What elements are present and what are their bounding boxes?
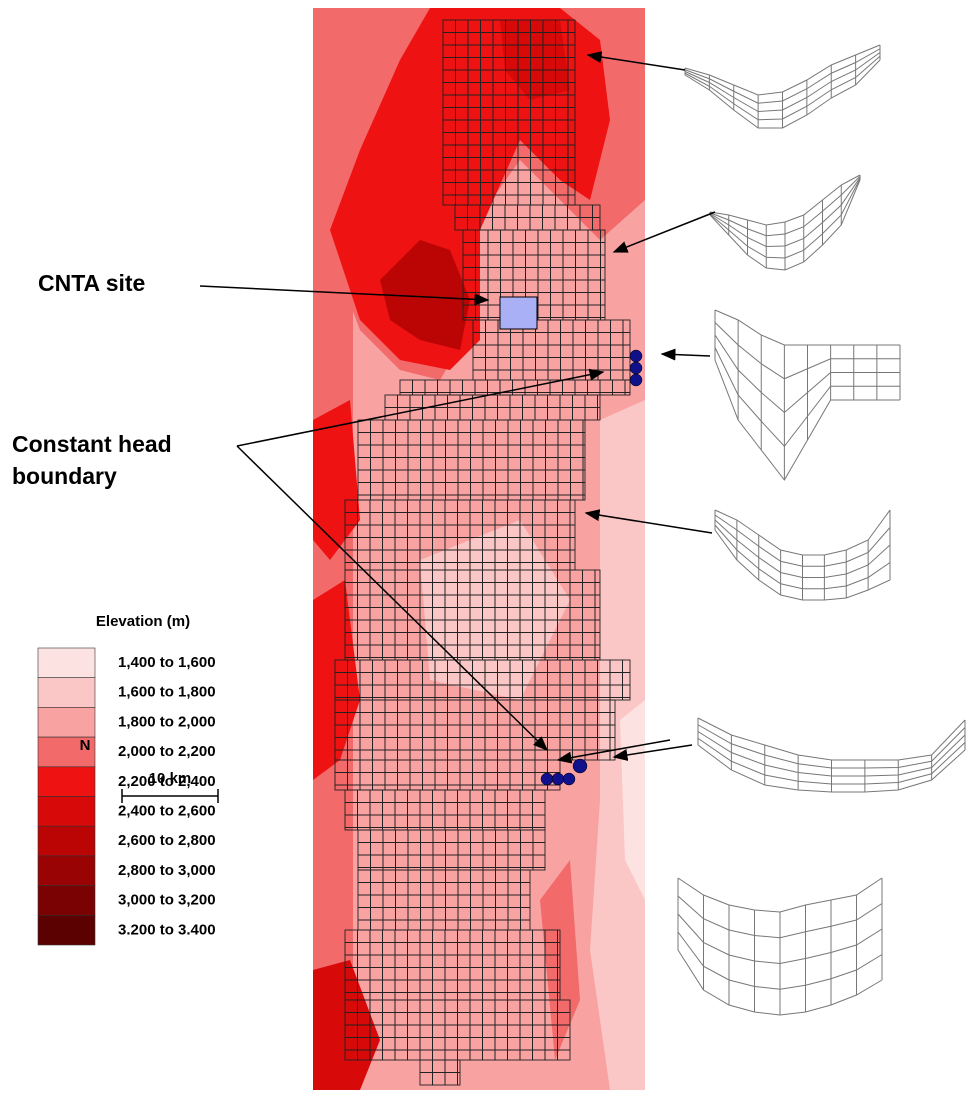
- cnta-label: CNTA site: [38, 270, 145, 296]
- legend-label: 3.200 to 3.400: [118, 921, 216, 938]
- legend-label: 2,800 to 3,000: [118, 862, 216, 879]
- constant-head-label: Constant head: [12, 431, 172, 457]
- legend-label: 2,000 to 2,200: [118, 743, 216, 760]
- legend-swatch: [38, 678, 95, 708]
- legend-label: 1,800 to 2,000: [118, 713, 216, 730]
- section-line: [715, 310, 900, 345]
- legend-label: 2,600 to 2,800: [118, 832, 216, 849]
- legend-label: 1,400 to 1,600: [118, 654, 216, 671]
- scale-label: 10 km: [149, 770, 192, 787]
- figure: CNTA site Constant head boundary Elevati…: [0, 0, 967, 1097]
- section-line: [678, 878, 882, 912]
- cnta-site-box: [500, 297, 537, 329]
- legend-swatch: [38, 648, 95, 678]
- section-line: [710, 175, 860, 225]
- legend-swatch: [38, 767, 95, 797]
- legend-swatch: [38, 856, 95, 886]
- legend-swatch: [38, 886, 95, 916]
- legend-swatch: [38, 797, 95, 827]
- section-line: [698, 718, 965, 760]
- legend-swatch: [38, 915, 95, 945]
- cross-sections: [678, 45, 965, 1015]
- legend-label: 3,000 to 3,200: [118, 892, 216, 909]
- scale-bar: [122, 789, 218, 803]
- constant-head-label: boundary: [12, 463, 117, 489]
- legend-label: 1,600 to 1,800: [118, 684, 216, 701]
- legend-label: 2,400 to 2,600: [118, 802, 216, 819]
- section-line: [715, 510, 890, 555]
- legend-swatch: [38, 707, 95, 737]
- north-label: N: [80, 737, 91, 754]
- legend-title: Elevation (m): [96, 613, 190, 630]
- legend-swatch: [38, 826, 95, 856]
